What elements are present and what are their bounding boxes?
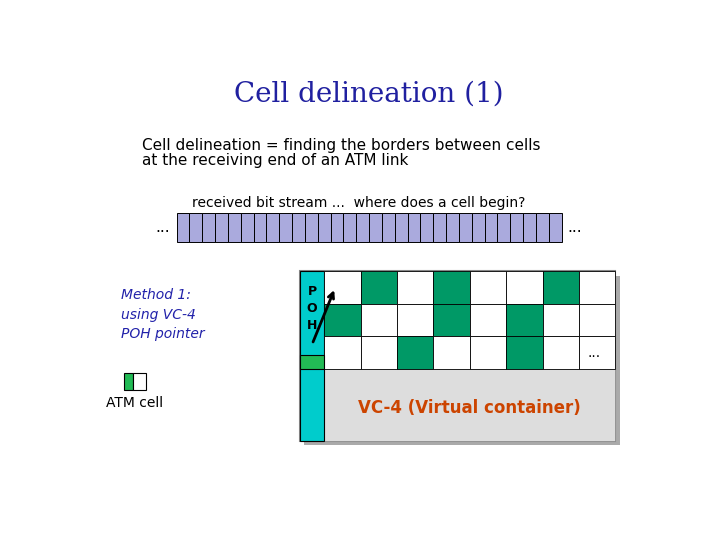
Bar xyxy=(433,336,470,369)
Bar xyxy=(305,276,620,445)
Bar xyxy=(202,213,215,242)
Bar xyxy=(485,213,498,242)
Text: ATM cell: ATM cell xyxy=(107,396,163,410)
Bar xyxy=(446,213,459,242)
Bar xyxy=(549,213,562,242)
Bar xyxy=(300,271,324,441)
Bar xyxy=(215,213,228,242)
Text: P
O
H: P O H xyxy=(307,285,318,332)
Bar xyxy=(361,304,397,336)
Bar xyxy=(543,271,579,304)
Bar xyxy=(279,213,292,242)
Bar xyxy=(382,213,395,242)
Bar xyxy=(433,271,470,304)
Bar xyxy=(420,213,433,242)
Bar xyxy=(397,271,433,304)
Bar xyxy=(228,213,240,242)
Bar xyxy=(324,304,361,336)
Bar xyxy=(292,213,305,242)
Text: ...: ... xyxy=(587,346,600,360)
Bar xyxy=(300,355,324,369)
Bar xyxy=(176,213,189,242)
Bar xyxy=(397,304,433,336)
Bar xyxy=(361,336,397,369)
Bar xyxy=(356,213,369,242)
Bar xyxy=(433,304,470,336)
Bar xyxy=(470,304,506,336)
Bar xyxy=(240,213,253,242)
Bar xyxy=(132,373,145,390)
Bar xyxy=(472,213,485,242)
Text: at the receiving end of an ATM link: at the receiving end of an ATM link xyxy=(142,153,408,168)
Bar xyxy=(397,336,433,369)
Bar xyxy=(408,213,420,242)
Bar xyxy=(305,213,318,242)
Bar xyxy=(543,336,579,369)
Bar xyxy=(506,336,543,369)
Text: Method 1:
using VC-4
POH pointer: Method 1: using VC-4 POH pointer xyxy=(121,288,204,341)
Text: ...: ... xyxy=(567,220,582,235)
Bar xyxy=(300,271,616,441)
Bar xyxy=(579,336,616,369)
Bar xyxy=(324,271,361,304)
Bar xyxy=(324,369,616,441)
Bar xyxy=(579,271,616,304)
Text: VC-4 (Virtual container): VC-4 (Virtual container) xyxy=(359,400,581,417)
Bar xyxy=(506,304,543,336)
Bar xyxy=(459,213,472,242)
Text: Cell delineation = finding the borders between cells: Cell delineation = finding the borders b… xyxy=(142,138,540,153)
Bar xyxy=(433,213,446,242)
Bar xyxy=(523,213,536,242)
Bar xyxy=(536,213,549,242)
Bar xyxy=(543,304,579,336)
Bar xyxy=(470,336,506,369)
Bar xyxy=(395,213,408,242)
Bar xyxy=(510,213,523,242)
Bar xyxy=(361,271,397,304)
Bar xyxy=(253,213,266,242)
Bar xyxy=(369,213,382,242)
Text: Cell delineation (1): Cell delineation (1) xyxy=(234,80,504,107)
Bar xyxy=(579,304,616,336)
Bar xyxy=(330,213,343,242)
Bar xyxy=(124,373,132,390)
Text: received bit stream ...  where does a cell begin?: received bit stream ... where does a cel… xyxy=(192,195,526,210)
Bar xyxy=(189,213,202,242)
Bar xyxy=(318,213,330,242)
Bar xyxy=(470,271,506,304)
Bar xyxy=(266,213,279,242)
Bar xyxy=(343,213,356,242)
Bar xyxy=(506,271,543,304)
Text: ...: ... xyxy=(156,220,171,235)
Bar xyxy=(498,213,510,242)
Bar xyxy=(324,336,361,369)
